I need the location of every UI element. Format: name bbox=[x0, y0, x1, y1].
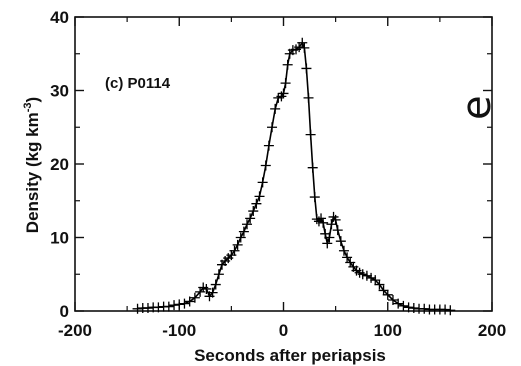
data-point bbox=[210, 279, 221, 290]
data-point bbox=[318, 217, 329, 228]
y-tick-label: 40 bbox=[50, 8, 69, 27]
x-tick-label: -100 bbox=[162, 321, 196, 340]
data-point bbox=[280, 78, 291, 89]
x-tick-label: 0 bbox=[279, 321, 288, 340]
data-point bbox=[305, 129, 316, 140]
plot-frame bbox=[74, 16, 493, 312]
edge-glyph-text: e bbox=[454, 95, 500, 120]
data-point bbox=[311, 214, 322, 225]
data-point bbox=[316, 213, 327, 224]
data-point bbox=[309, 192, 320, 203]
data-point bbox=[270, 103, 281, 114]
data-point bbox=[361, 270, 372, 281]
data-point bbox=[326, 219, 337, 230]
data-point bbox=[232, 239, 243, 250]
data-point bbox=[445, 305, 456, 316]
data-point bbox=[263, 140, 274, 151]
data-point bbox=[179, 298, 190, 309]
data-point bbox=[153, 302, 164, 313]
data-layer bbox=[132, 37, 456, 316]
data-point bbox=[403, 302, 414, 313]
data-point bbox=[207, 287, 218, 298]
y-tick-label: 0 bbox=[60, 302, 69, 321]
data-point bbox=[245, 213, 256, 224]
data-point bbox=[163, 301, 174, 312]
data-point bbox=[132, 303, 143, 314]
data-point bbox=[301, 63, 312, 74]
x-axis-title: Seconds after periapsis bbox=[194, 346, 386, 365]
data-point bbox=[335, 236, 346, 247]
data-point bbox=[282, 59, 293, 70]
data-point bbox=[338, 245, 349, 256]
data-point bbox=[330, 214, 341, 225]
data-point bbox=[238, 226, 249, 237]
y-tick-label: 30 bbox=[50, 82, 69, 101]
data-point bbox=[366, 272, 377, 283]
data-point bbox=[387, 294, 398, 305]
data-point bbox=[322, 238, 333, 249]
x-tick-label: 200 bbox=[478, 321, 506, 340]
edge-glyph: e bbox=[454, 95, 500, 120]
y-axis-title-close: ) bbox=[23, 97, 42, 103]
data-point bbox=[374, 279, 385, 290]
plot-border bbox=[74, 16, 493, 312]
x-tick-label: 100 bbox=[374, 321, 402, 340]
data-point bbox=[357, 269, 368, 280]
data-point bbox=[251, 198, 262, 209]
data-point bbox=[342, 252, 353, 263]
data-point bbox=[299, 42, 310, 53]
data-point bbox=[174, 299, 185, 310]
data-point bbox=[169, 300, 180, 311]
data-point bbox=[324, 232, 335, 243]
y-axis-title: Density (kg km-3) bbox=[22, 97, 42, 233]
data-point bbox=[254, 191, 265, 202]
data-point bbox=[382, 289, 393, 300]
data-point bbox=[408, 303, 419, 314]
data-point bbox=[235, 232, 246, 243]
data-point bbox=[303, 92, 314, 103]
data-point bbox=[370, 275, 381, 286]
data-point bbox=[242, 219, 253, 230]
data-point bbox=[378, 285, 389, 296]
data-point bbox=[257, 177, 268, 188]
series-line bbox=[137, 41, 451, 312]
data-point bbox=[278, 88, 289, 99]
data-point bbox=[260, 160, 271, 171]
data-point bbox=[398, 300, 409, 311]
y-axis-title-superscript: -3 bbox=[22, 102, 34, 112]
y-tick-label: 10 bbox=[50, 229, 69, 248]
x-axis-ticks: -200 -100 0 100 200 bbox=[58, 17, 506, 340]
data-point bbox=[248, 206, 259, 217]
data-point bbox=[229, 245, 240, 256]
y-tick-label: 20 bbox=[50, 155, 69, 174]
data-point bbox=[332, 225, 343, 236]
data-point bbox=[297, 37, 308, 48]
y-axis-ticks: 0 10 20 30 40 bbox=[50, 8, 492, 321]
data-point bbox=[307, 162, 318, 173]
data-point bbox=[213, 269, 224, 280]
data-point bbox=[393, 298, 404, 309]
data-point bbox=[189, 292, 200, 303]
data-point bbox=[440, 304, 451, 315]
data-point bbox=[184, 296, 195, 307]
data-point bbox=[142, 303, 153, 314]
data-point bbox=[201, 283, 212, 294]
panel-annotation: (c) P0114 bbox=[105, 75, 171, 92]
data-point bbox=[267, 122, 278, 133]
x-tick-label: -200 bbox=[58, 321, 92, 340]
y-axis-title-main: Density (kg km bbox=[23, 112, 42, 233]
data-point bbox=[419, 303, 430, 314]
